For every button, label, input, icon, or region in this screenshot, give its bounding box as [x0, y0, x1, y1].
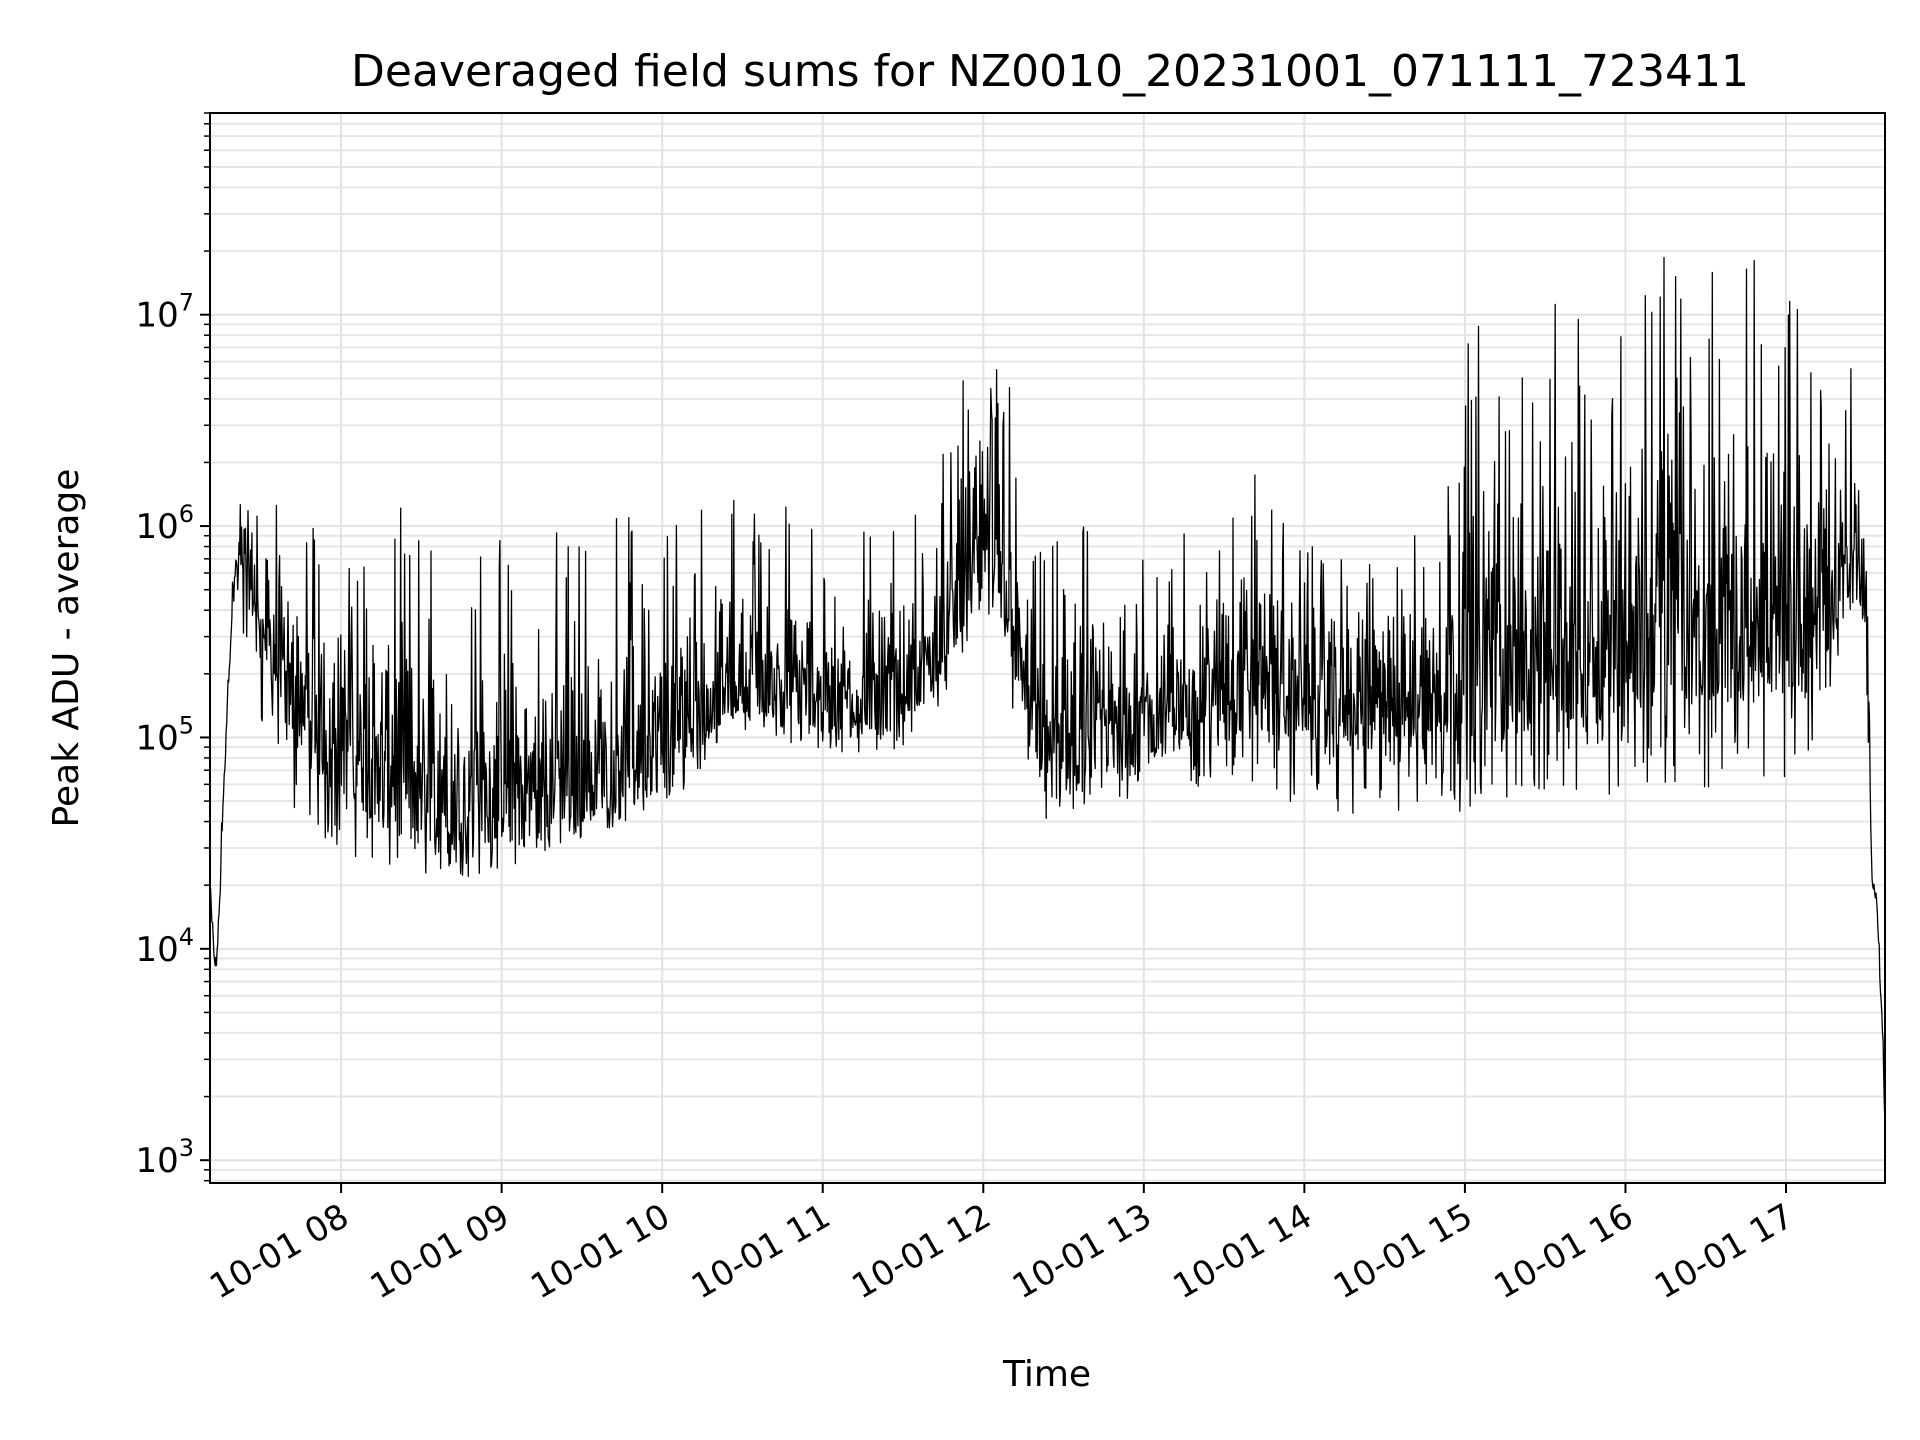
y-tick-label: 103	[135, 1134, 194, 1181]
series-area	[209, 256, 1886, 1128]
y-tick-base: 10	[135, 718, 178, 758]
y-axis-label: Peak ADU - average	[46, 469, 87, 828]
series-line	[209, 256, 1886, 1128]
y-tick-exponent: 7	[179, 289, 194, 317]
y-tick-exponent: 4	[179, 923, 194, 951]
y-tick-exponent: 5	[179, 711, 194, 739]
x-axis-label: Time	[1002, 1354, 1091, 1395]
plot-frame	[209, 112, 1886, 1184]
y-tick-label: 106	[135, 500, 194, 547]
y-tick-label: 107	[135, 289, 194, 336]
y-tick-base: 10	[135, 930, 178, 970]
y-tick-label: 104	[135, 923, 194, 970]
y-tick-label: 105	[135, 711, 194, 758]
y-tick-base: 10	[135, 1141, 178, 1181]
y-tick-base: 10	[135, 296, 178, 336]
chart-title: Deaveraged field sums for NZ0010_2023100…	[351, 46, 1749, 97]
y-tick-base: 10	[135, 507, 178, 547]
y-tick-exponent: 6	[179, 500, 194, 528]
y-tick-exponent: 3	[179, 1134, 194, 1162]
